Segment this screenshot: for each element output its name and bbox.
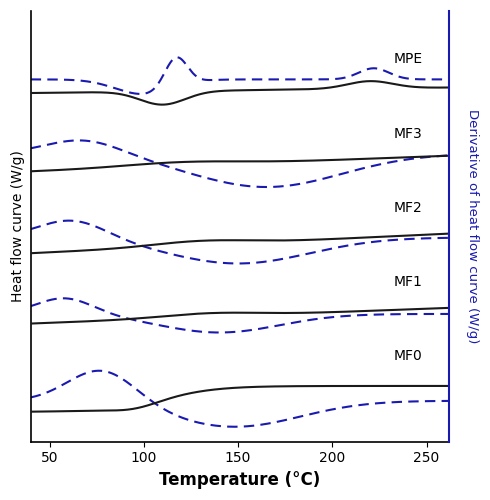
- Text: MF3: MF3: [394, 126, 423, 140]
- Text: MPE: MPE: [393, 52, 423, 66]
- Y-axis label: Derivative of heat flow curve (W/g): Derivative of heat flow curve (W/g): [466, 109, 479, 344]
- X-axis label: Temperature (°C): Temperature (°C): [159, 471, 320, 489]
- Text: MF0: MF0: [394, 350, 423, 364]
- Text: MF1: MF1: [394, 275, 423, 289]
- Text: MF2: MF2: [394, 201, 423, 215]
- Y-axis label: Heat flow curve (W/g): Heat flow curve (W/g): [11, 150, 25, 302]
